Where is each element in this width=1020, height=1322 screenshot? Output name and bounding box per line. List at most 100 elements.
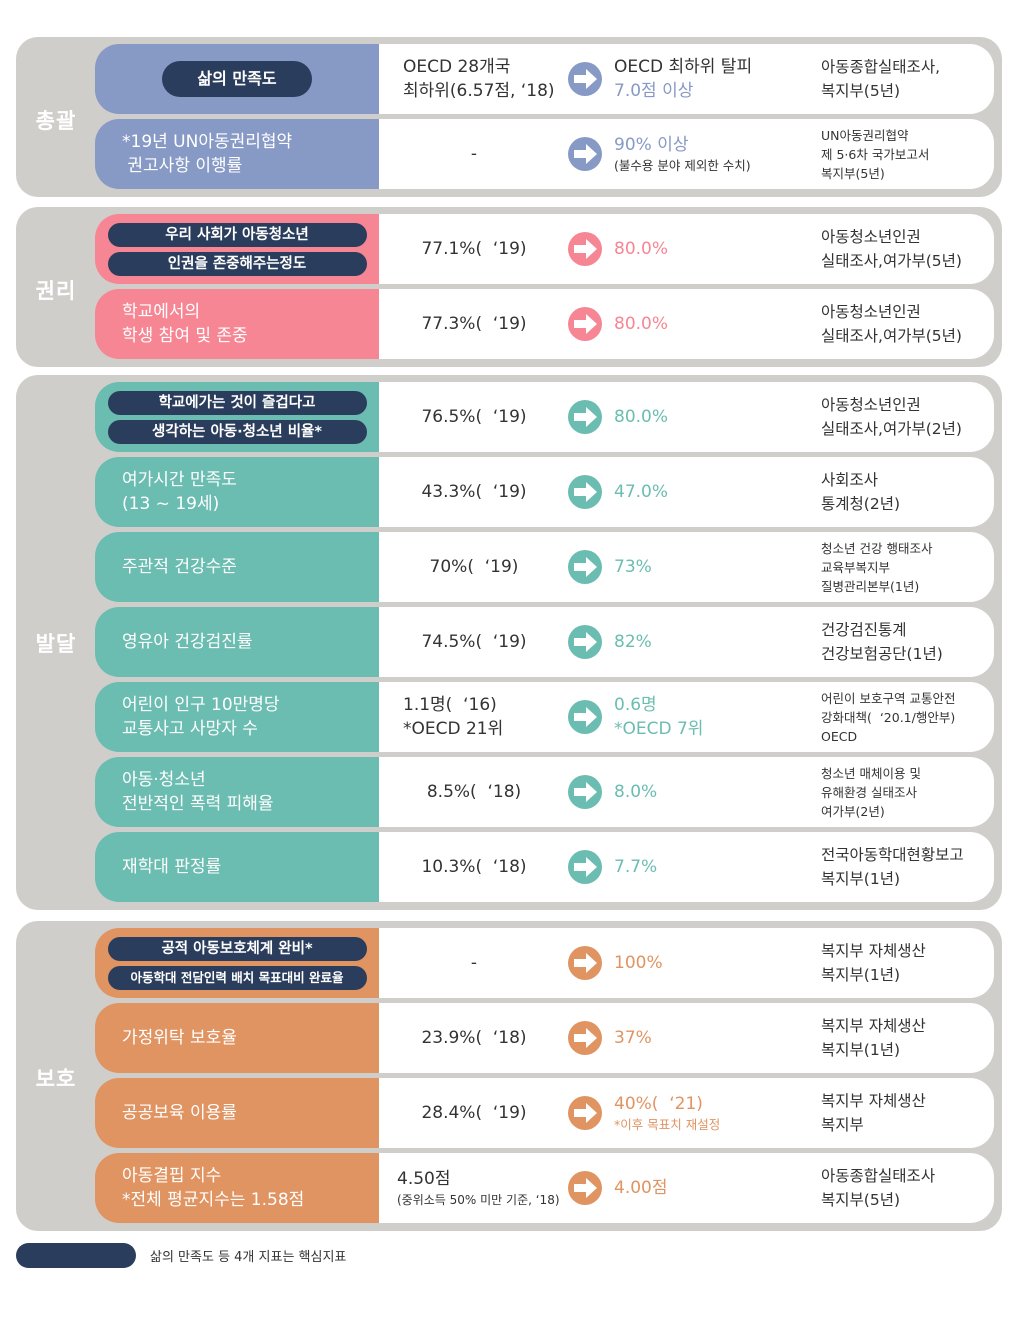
source-line: 복지부(5년) <box>821 82 900 100</box>
target-value: 40%( ‘21) *이후 목표치 재설정 <box>614 1078 814 1148</box>
section-label-protection: 보호 <box>35 1067 77 1091</box>
current-line: - <box>470 144 478 164</box>
target-value: 47.0% <box>614 457 814 527</box>
value-cell: 77.3%( ‘19) 80.0% 아동청소년인권 실태조사,여가부(5년) <box>379 289 994 359</box>
core-indicator-pill: 삶의 만족도 <box>162 61 312 97</box>
target-value: 80.0% <box>614 382 814 452</box>
indicator-cell: 우리 사회가 아동청소년 인권을 존중해주는정도 <box>95 214 379 284</box>
indicator-cell: 재학대 판정률 <box>95 832 379 902</box>
source-line: 실태조사,여가부(5년) <box>821 327 962 345</box>
target-line: 90% 이상 <box>614 135 689 155</box>
current-line: 4.50점 <box>397 1169 451 1189</box>
target-line: 0.6명 <box>614 695 657 715</box>
source-line: 건강검진통계 <box>821 621 907 639</box>
indicator-line: *전체 평균지수는 1.58점 <box>122 1190 305 1210</box>
source-line: 복지부 자체생산 <box>821 1092 926 1110</box>
current-value: 43.3%( ‘19) <box>379 457 569 527</box>
source-text: 전국아동학대현황보고 복지부(1년) <box>821 832 996 902</box>
source-line: 실태조사,여가부(5년) <box>821 252 962 270</box>
section-label-overall: 총괄 <box>35 109 77 133</box>
arrow-right-icon <box>568 1021 602 1055</box>
source-text: 복지부 자체생산 복지부 <box>821 1078 996 1148</box>
value-cell: 4.50점 (중위소득 50% 미만 기준, ‘18) 4.00점 아동종합실태… <box>379 1153 994 1223</box>
indicator-cell: 여가시간 만족도 (13 ~ 19세) <box>95 457 379 527</box>
target-line: 4.00점 <box>614 1178 668 1198</box>
current-value: 77.1%( ‘19) <box>379 214 569 284</box>
current-line: 23.9%( ‘18) <box>421 1028 527 1048</box>
source-text: 아동청소년인권 실태조사,여가부(5년) <box>821 289 996 359</box>
arrow-right-icon <box>568 700 602 734</box>
target-value: 80.0% <box>614 289 814 359</box>
source-text: 청소년 매체이용 및 유해환경 실태조사 여가부(2년) <box>821 757 996 827</box>
source-line: 복지부 <box>821 1116 864 1134</box>
source-line: 제 5·6차 국가보고서 <box>821 146 930 162</box>
arrow-right-icon <box>568 475 602 509</box>
target-value: 80.0% <box>614 214 814 284</box>
current-line: *OECD 21위 <box>403 719 504 739</box>
current-line: 70%( ‘19) <box>429 557 519 577</box>
indicator-line: 여가시간 만족도 <box>122 470 237 490</box>
legend: 삶의 만족도 등 4개 지표는 핵심지표 <box>16 1243 346 1268</box>
source-line: 아동청소년인권 <box>821 396 921 414</box>
arrow-right-icon <box>568 850 602 884</box>
indicator-line: *19년 UN아동권리협약 <box>122 132 293 152</box>
source-text: 아동청소년인권 실태조사,여가부(5년) <box>821 214 996 284</box>
current-line: 28.4%( ‘19) <box>421 1103 527 1123</box>
indicator-cell: 삶의 만족도 <box>95 44 379 114</box>
table-row: 가정위탁 보호율 23.9%( ‘18) 37% 복지부 자체생산 복지부(1년… <box>95 1003 994 1073</box>
source-text: 사회조사 통계청(2년) <box>821 457 996 527</box>
source-line: 아동청소년인권 <box>821 303 921 321</box>
source-line: 유해환경 실태조사 <box>821 784 917 800</box>
target-line: 82% <box>614 632 652 652</box>
indicator-line: 권고사항 이행률 <box>122 156 243 176</box>
target-value: 37% <box>614 1003 814 1073</box>
indicator-cell: 영유아 건강검진률 <box>95 607 379 677</box>
arrow-right-icon <box>568 775 602 809</box>
indicator-line: 아동·청소년 <box>122 770 206 790</box>
current-value: 70%( ‘19) <box>379 532 569 602</box>
target-line: 8.0% <box>614 782 658 802</box>
source-line: OECD <box>821 728 858 744</box>
target-line: 7.7% <box>614 857 658 877</box>
table-row: 아동결핍 지수 *전체 평균지수는 1.58점 4.50점 (중위소득 50% … <box>95 1153 994 1223</box>
target-line: *OECD 7위 <box>614 719 704 739</box>
target-value: OECD 최하위 탈피 7.0점 이상 <box>614 44 814 114</box>
target-value: 73% <box>614 532 814 602</box>
table-row: 학교에서의 학생 참여 및 존중 77.3%( ‘19) 80.0% 아동청소년… <box>95 289 994 359</box>
indicator-cell: 아동·청소년 전반적인 폭력 피해율 <box>95 757 379 827</box>
target-value: 7.7% <box>614 832 814 902</box>
indicator-cell: 학교에서의 학생 참여 및 존중 <box>95 289 379 359</box>
table-row: 주관적 건강수준 70%( ‘19) 73% 청소년 건강 행태조사 교육부복지… <box>95 532 994 602</box>
indicator-line: 영유아 건강검진률 <box>122 632 253 652</box>
source-line: 아동종합실태조사 <box>821 1167 936 1185</box>
arrow-right-icon <box>568 550 602 584</box>
source-text: 아동종합실태조사 복지부(5년) <box>821 1153 996 1223</box>
table-row: 삶의 만족도 OECD 28개국 최하위(6.57점, ‘18) OECD 최하… <box>95 44 994 114</box>
source-line: 복지부(5년) <box>821 165 885 181</box>
source-line: 복지부 자체생산 <box>821 1017 926 1035</box>
current-value: 1.1명( ‘16) *OECD 21위 <box>403 682 573 752</box>
current-value: - <box>379 928 569 998</box>
source-text: 건강검진통계 건강보험공단(1년) <box>821 607 996 677</box>
target-note: *이후 목표치 재설정 <box>614 1117 721 1132</box>
indicator-cell: 아동결핍 지수 *전체 평균지수는 1.58점 <box>95 1153 379 1223</box>
table-row: 공공보육 이용률 28.4%( ‘19) 40%( ‘21) *이후 목표치 재… <box>95 1078 994 1148</box>
current-line: 1.1명( ‘16) <box>403 695 497 715</box>
table-row: 아동·청소년 전반적인 폭력 피해율 8.5%( ‘18) 8.0% 청소년 매… <box>95 757 994 827</box>
current-value: - <box>379 119 569 189</box>
table-row: 영유아 건강검진률 74.5%( ‘19) 82% 건강검진통계 건강보험공단(… <box>95 607 994 677</box>
source-line: 청소년 건강 행태조사 <box>821 540 933 556</box>
indicator-line: 어린이 인구 10만명당 <box>122 695 280 715</box>
source-text: 아동청소년인권 실태조사,여가부(2년) <box>821 382 996 452</box>
current-line: 43.3%( ‘19) <box>421 482 527 502</box>
target-line: 80.0% <box>614 239 669 259</box>
arrow-right-icon <box>568 1171 602 1205</box>
source-line: 복지부(1년) <box>821 1041 900 1059</box>
value-cell: 1.1명( ‘16) *OECD 21위 0.6명 *OECD 7위 어린이 보… <box>379 682 994 752</box>
table-row: 우리 사회가 아동청소년 인권을 존중해주는정도 77.1%( ‘19) 80.… <box>95 214 994 284</box>
indicator-line: 아동결핍 지수 <box>122 1166 222 1186</box>
current-note: (중위소득 50% 미만 기준, ‘18) <box>397 1193 560 1207</box>
current-value: 4.50점 (중위소득 50% 미만 기준, ‘18) <box>397 1153 567 1223</box>
table-row: 재학대 판정률 10.3%( ‘18) 7.7% 전국아동학대현황보고 복지부(… <box>95 832 994 902</box>
arrow-right-icon <box>568 946 602 980</box>
